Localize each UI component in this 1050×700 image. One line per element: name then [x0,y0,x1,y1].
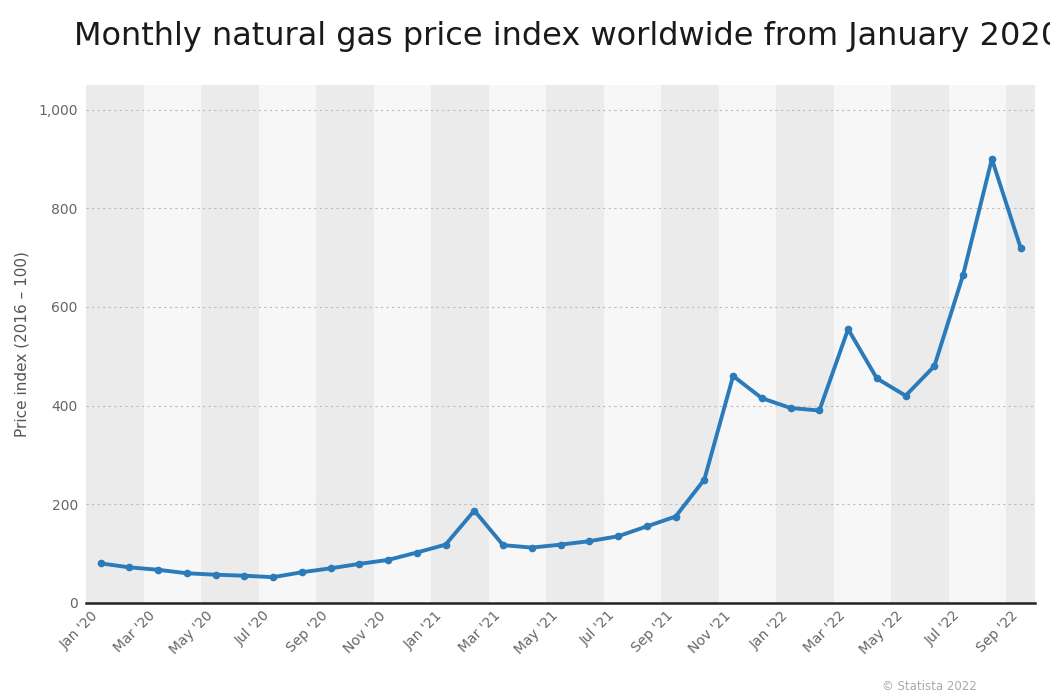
Bar [432,85,488,603]
Bar [546,85,604,603]
Bar [86,85,144,603]
Bar [891,85,949,603]
Text: © Statista 2022: © Statista 2022 [882,680,977,693]
Text: Monthly natural gas price index worldwide from January 2020: Monthly natural gas price index worldwid… [74,21,1050,52]
Bar [1006,85,1050,603]
Y-axis label: Price index (2016 – 100): Price index (2016 – 100) [15,251,30,437]
Bar [662,85,718,603]
Bar [316,85,374,603]
Bar [776,85,834,603]
Bar [202,85,258,603]
